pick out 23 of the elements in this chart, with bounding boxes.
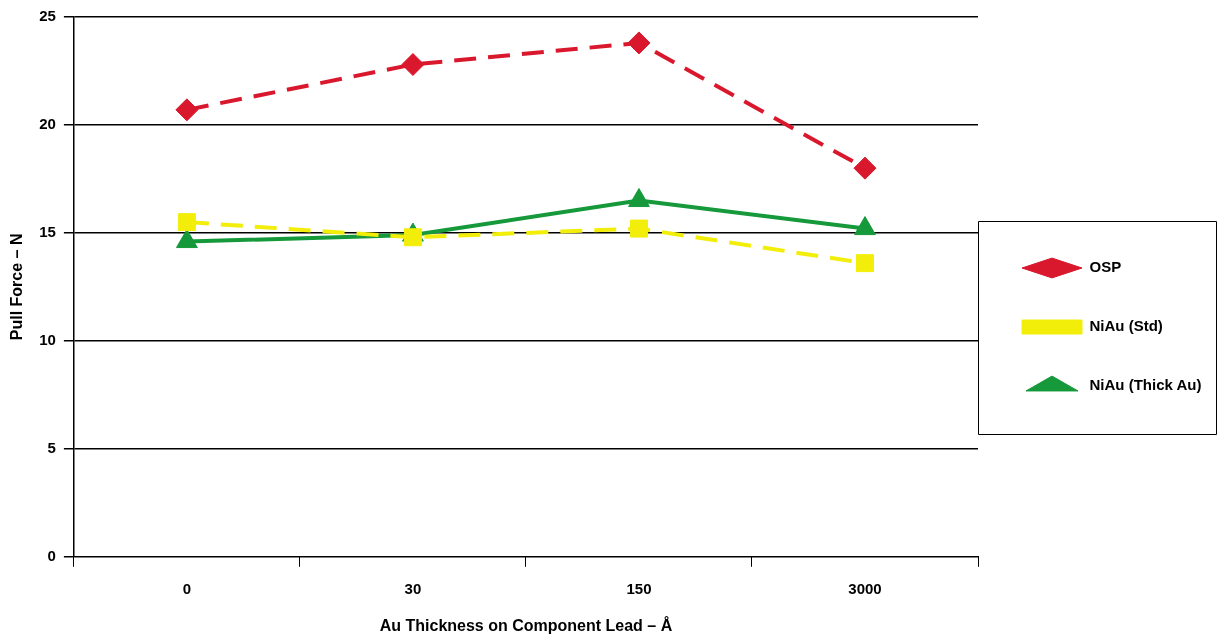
point [175,98,199,122]
point [401,53,425,76]
legend-label: NiAu (Thick Au) [1089,376,1202,394]
y-tick-label: 15 [39,223,56,241]
x-tick-label: 0 [182,579,192,597]
point [403,228,422,247]
x-tick-label: 3000 [848,579,882,597]
point [629,219,648,238]
y-tick-label: 10 [39,331,56,349]
y-tick-label: 0 [47,546,56,564]
y-tick-label: 5 [47,438,56,456]
y-tick-label: 20 [39,115,56,133]
x-tick-label: 30 [404,579,422,597]
point [853,156,877,180]
point [627,31,651,55]
y-axis-title: Pull Force – N [8,233,26,341]
x-axis-title: Au Thickness on Component Lead – Å [379,615,673,634]
legend-label: OSP [1089,258,1122,276]
point [177,213,196,232]
x-tick-label: 150 [626,579,652,597]
y-tick-label: 25 [39,7,56,25]
point [856,254,874,273]
legend-label: NiAu (Std) [1089,317,1163,335]
